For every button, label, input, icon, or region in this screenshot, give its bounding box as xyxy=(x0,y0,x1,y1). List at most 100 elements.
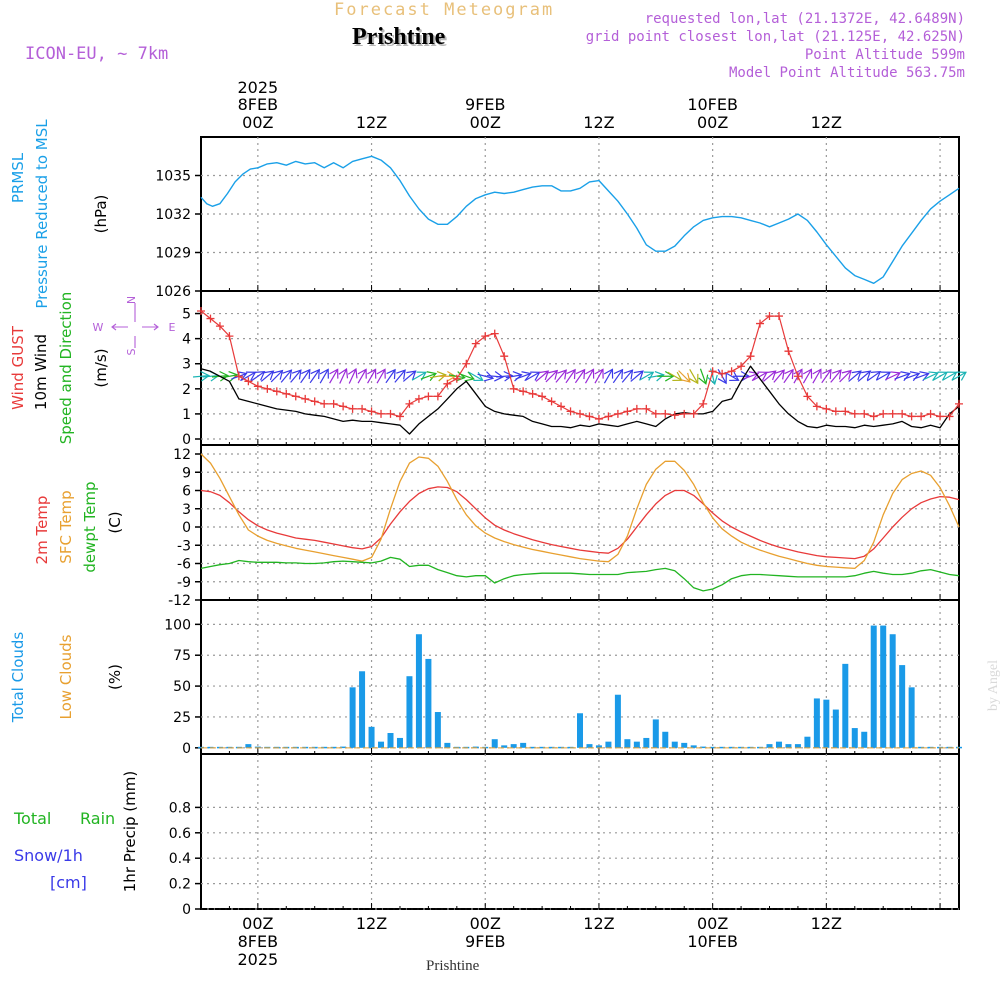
gust-marker xyxy=(462,359,471,368)
gust-marker xyxy=(339,402,348,411)
model-point-altitude: Model Point Altitude 563.75m xyxy=(728,65,965,81)
top-time-label: 10FEB xyxy=(687,95,738,114)
wind-arrow-head xyxy=(310,368,320,380)
cloud-bar xyxy=(577,713,583,748)
gust-marker xyxy=(793,372,802,381)
cloud-bar xyxy=(832,709,839,748)
cloud-bar xyxy=(861,731,868,748)
wind-arrow-shaft xyxy=(192,374,210,378)
cloud-bar xyxy=(501,745,508,748)
wind-arrow-shaft xyxy=(885,372,901,381)
wind-arrow-head xyxy=(426,371,438,382)
wind-arrow-shaft xyxy=(647,374,664,379)
cloud-bar xyxy=(387,733,394,748)
top-time-label: 00Z xyxy=(697,113,728,132)
cloud-bar xyxy=(709,746,716,749)
gust-marker xyxy=(329,399,338,408)
wind-arrow-head xyxy=(956,371,967,381)
wind-arrow-shaft xyxy=(290,369,302,383)
wind-direction-arrow xyxy=(309,368,320,384)
wind-arrow-head xyxy=(386,368,396,380)
wind-arrow-shaft xyxy=(830,369,842,383)
y-axis-title-pressure: (hPa) xyxy=(92,195,110,234)
cloud-bar xyxy=(775,741,782,748)
wind-arrow-shaft xyxy=(574,369,586,384)
wind-direction-arrow xyxy=(839,369,852,383)
wind-direction-arrow xyxy=(429,370,447,382)
wind-arrow-head xyxy=(654,370,665,382)
wind-arrow-head xyxy=(748,371,760,382)
wind-arrow-shaft xyxy=(848,370,862,382)
gust-marker xyxy=(272,387,281,396)
wind-direction-arrow xyxy=(319,368,329,384)
bottom-time-label: 00Z xyxy=(242,914,273,933)
wind-arrow-head xyxy=(538,370,550,381)
top-time-label: 12Z xyxy=(811,113,842,132)
cloud-bar xyxy=(785,744,792,748)
wind-arrow-shaft xyxy=(477,373,494,379)
compass-south: S xyxy=(125,348,138,355)
y-tick-label-wind: 0 xyxy=(182,432,191,448)
gust-marker xyxy=(822,404,831,413)
wind-direction-arrow xyxy=(773,369,785,383)
wind-arrow-head xyxy=(841,369,852,380)
panel-frame-precip xyxy=(200,753,960,910)
wind-direction-arrow xyxy=(458,371,475,382)
gust-marker xyxy=(651,409,660,418)
cloud-bar xyxy=(671,741,678,748)
cloud-bar xyxy=(899,665,906,748)
wind-arrow-shaft xyxy=(724,371,739,381)
wind-arrow-head xyxy=(329,368,339,379)
wind-arrow-shaft xyxy=(866,371,881,382)
wind-arrow-head xyxy=(548,369,559,380)
wind-arrow-head xyxy=(664,370,675,382)
y-axis-title-clouds: (%) xyxy=(106,664,124,690)
y-tick-label-precip: 0.6 xyxy=(169,826,191,842)
gust-marker xyxy=(613,409,622,418)
y-tick-label-temperature: -9 xyxy=(177,575,191,591)
compass-east: E xyxy=(169,321,176,334)
y-tick-label-temperature: 9 xyxy=(182,465,191,481)
cloud-bar xyxy=(529,746,536,749)
wind-direction-arrow xyxy=(402,370,417,382)
wind-direction-arrow xyxy=(555,369,567,383)
cloud-bar xyxy=(851,728,858,748)
wind-arrow-shaft xyxy=(762,370,777,382)
gust-marker xyxy=(414,394,423,403)
wind-arrow-shaft xyxy=(319,369,329,384)
wind-direction-arrow xyxy=(515,371,532,382)
gust-marker xyxy=(424,392,433,401)
wind-arrow-shaft xyxy=(742,372,759,380)
y-tick-label-wind: 2 xyxy=(182,382,191,398)
y-axis-title-wind: (m/s) xyxy=(92,348,110,387)
gust-marker xyxy=(377,409,386,418)
model-name: ICON-EU, ~ 7km xyxy=(25,44,169,64)
wind-arrow-shaft xyxy=(621,369,633,383)
cloud-bar xyxy=(633,741,640,748)
gust-marker xyxy=(576,409,584,418)
series-2m-temp xyxy=(200,486,960,560)
series-prmsl xyxy=(200,155,960,284)
gust-marker xyxy=(234,372,243,381)
cloud-bar xyxy=(586,744,593,748)
wind-arrow-head xyxy=(319,368,329,379)
wind-arrow-head xyxy=(464,371,475,382)
wind-direction-arrow xyxy=(250,371,266,382)
cloud-bar xyxy=(539,746,546,749)
wind-arrow-head xyxy=(623,369,634,380)
wind-arrow-shaft xyxy=(367,369,377,384)
gust-marker xyxy=(310,397,319,406)
y-tick-label-temperature: 6 xyxy=(182,484,191,500)
gust-marker xyxy=(718,369,727,378)
wind-direction-arrow xyxy=(420,371,438,382)
gust-marker xyxy=(358,404,367,413)
top-time-label: 12Z xyxy=(356,113,387,132)
top-time-label: 9FEB xyxy=(465,95,505,114)
wind-direction-arrow xyxy=(347,367,358,384)
gust-marker xyxy=(244,377,253,386)
side-label-cm: [cm] xyxy=(50,873,87,892)
wind-arrow-shaft xyxy=(309,369,320,384)
gust-marker xyxy=(538,392,547,401)
wind-direction-arrow xyxy=(594,368,604,384)
